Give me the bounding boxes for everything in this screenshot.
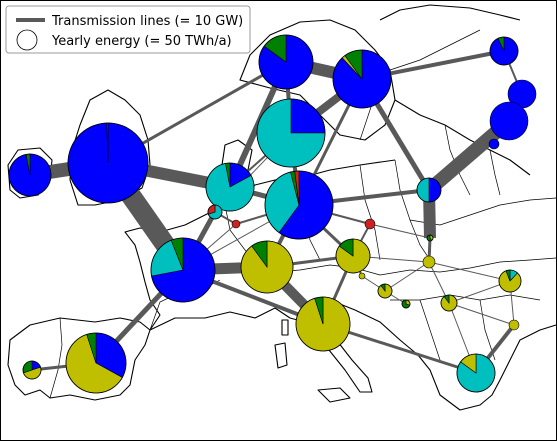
pie-outline (377, 283, 393, 299)
pie-outline (258, 34, 314, 90)
line-hu-ro (428, 261, 511, 282)
pie-outline (295, 296, 351, 352)
pie-bg (508, 319, 520, 331)
pie-pt (22, 360, 42, 380)
pie-it (295, 296, 351, 352)
pie-dk (256, 98, 326, 168)
pie-outline (65, 332, 127, 394)
pie-hr (377, 283, 393, 299)
pie-pl (416, 177, 442, 203)
pie-slice-solar (508, 319, 520, 331)
pie-ba (401, 299, 411, 309)
pie-de (264, 170, 334, 240)
pie-outline (207, 204, 223, 220)
pie-outline (498, 269, 522, 293)
legend-lines-label: Transmission lines (= 10 GW) (51, 14, 243, 29)
pie-outline (8, 153, 52, 197)
pie-ie (8, 153, 52, 197)
pie-outline (67, 122, 149, 204)
line-cz-sk (369, 223, 431, 239)
pie-sk (426, 234, 434, 242)
pie-fr (150, 237, 216, 303)
pie-outline (22, 360, 42, 380)
pie-outline (456, 353, 496, 393)
pie-slice-solar (358, 272, 366, 280)
pie-be (207, 204, 223, 220)
pie-outline (256, 98, 326, 168)
pie-nl (205, 162, 255, 212)
pie-outline (416, 177, 442, 203)
pie-outline (426, 234, 434, 242)
pie-no (258, 34, 314, 90)
pie-outline (264, 170, 334, 240)
line-hu-hr (384, 261, 430, 292)
energy-pies (8, 34, 537, 394)
pie-outline (150, 237, 216, 303)
legend: Transmission lines (= 10 GW) Yearly ener… (5, 5, 251, 54)
pie-gb (67, 122, 149, 204)
legend-circle-swatch (16, 29, 38, 51)
pie-ch (240, 240, 294, 294)
pie-ro (498, 269, 522, 293)
pie-outline (205, 162, 255, 212)
pie-hu (422, 255, 436, 269)
pie-outline (440, 294, 458, 312)
pie-outline (240, 240, 294, 294)
pie-outline (489, 36, 519, 66)
pie-cz (364, 218, 376, 230)
pie-slice-gas (231, 219, 241, 229)
pie-si (358, 272, 366, 280)
pie-se (332, 49, 392, 109)
pie-slice-wind (489, 101, 529, 141)
pie-slice-solar (422, 255, 436, 269)
pie-gr (456, 353, 496, 393)
pie-slice-gas (364, 218, 376, 230)
pie-lv (489, 101, 529, 141)
pie-lu (231, 219, 241, 229)
pie-lt (488, 138, 500, 150)
pie-rs (440, 294, 458, 312)
pie-outline (332, 49, 392, 109)
legend-box (5, 5, 251, 54)
legend-energy-label: Yearly energy (= 50 TWh/a) (51, 34, 232, 49)
pie-at (335, 238, 371, 274)
pie-fi (489, 36, 519, 66)
pie-outline (401, 299, 411, 309)
pie-slice-wind (488, 138, 500, 150)
pie-outline (335, 238, 371, 274)
line-rs-bg (448, 302, 515, 326)
pie-es (65, 332, 127, 394)
